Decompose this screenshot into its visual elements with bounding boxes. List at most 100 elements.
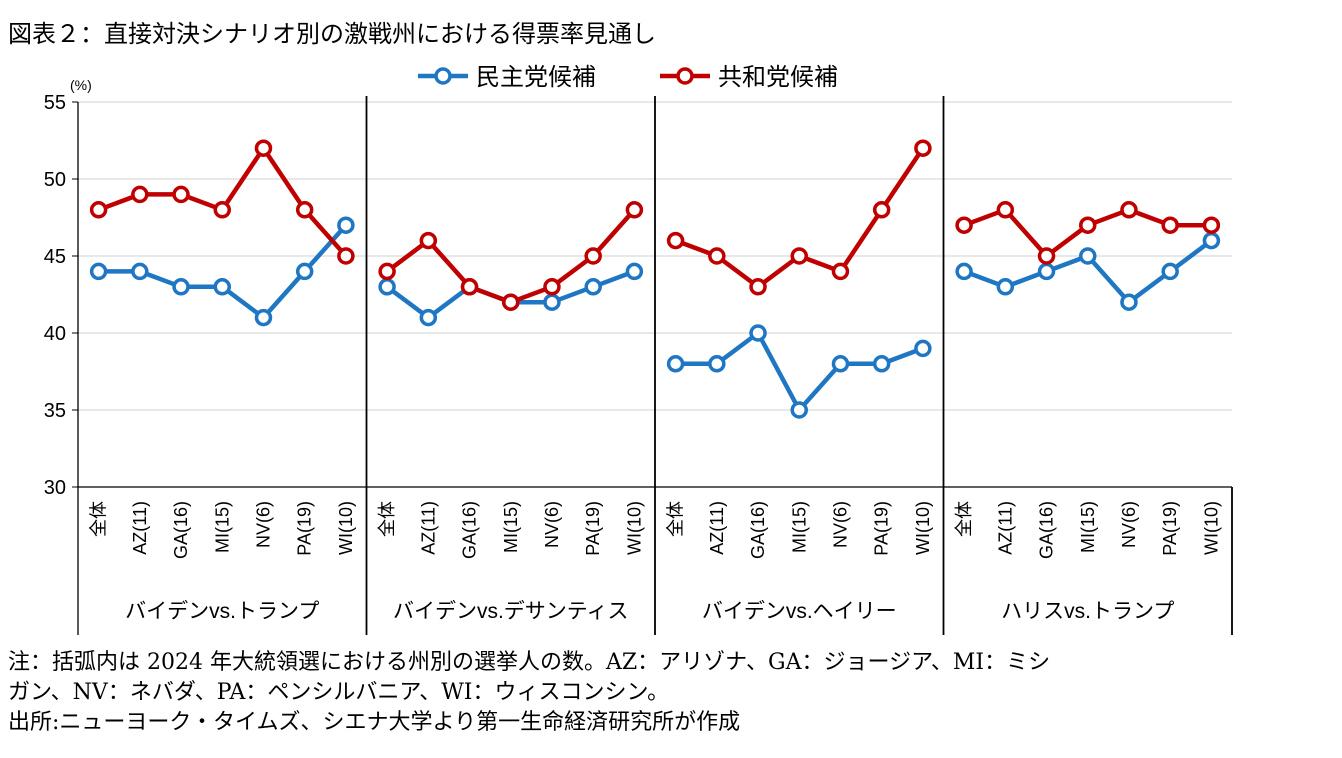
data-point bbox=[295, 201, 314, 219]
data-point bbox=[996, 278, 1015, 296]
x-tick-label: GA(16) bbox=[171, 501, 191, 559]
data-point bbox=[213, 278, 231, 296]
footnotes: 注：括弧内は 2024 年大統領選における州別の選挙人の数。AZ：アリゾナ、GA… bbox=[8, 648, 1050, 738]
x-tick-label: 全体 bbox=[666, 501, 686, 537]
x-tick-label: MI(15) bbox=[789, 501, 809, 553]
data-point bbox=[666, 355, 685, 373]
x-tick-label: PA(19) bbox=[872, 501, 892, 556]
x-tick-label: NV(6) bbox=[830, 501, 850, 548]
legend-label: 共和党候補 bbox=[718, 64, 838, 91]
x-tick-label: WI(10) bbox=[1201, 501, 1221, 555]
data-point bbox=[295, 262, 314, 281]
x-tick-label: 全体 bbox=[377, 501, 397, 537]
data-point bbox=[131, 185, 149, 204]
panel-labels: バイデンvs.トランプ バイデンvs.デサンティス バイデンvs.ヘイリー ハリスvs… bbox=[125, 600, 1174, 623]
y-tick-label: 30 bbox=[44, 477, 66, 499]
y-tick-label: 35 bbox=[44, 400, 66, 422]
data-point bbox=[378, 262, 396, 281]
x-tick-label: NV(6) bbox=[1119, 501, 1139, 548]
y-unit-label: (%) bbox=[70, 77, 92, 93]
data-point bbox=[872, 355, 891, 373]
data-point bbox=[914, 139, 932, 157]
data-point bbox=[254, 139, 273, 157]
data-point bbox=[89, 201, 108, 219]
y-tick-label: 45 bbox=[44, 246, 66, 268]
x-tick-label: GA(16) bbox=[748, 501, 768, 559]
x-tick-label: PA(19) bbox=[295, 501, 315, 556]
panel-label: バイデンvs.トランプ bbox=[125, 600, 319, 623]
x-tick-label: 全体 bbox=[89, 501, 109, 537]
y-tick-label: 40 bbox=[44, 323, 66, 345]
data-point bbox=[666, 231, 685, 250]
y-tick-label: 55 bbox=[44, 92, 66, 114]
data-point bbox=[1079, 247, 1097, 265]
x-tick-label: AZ(11) bbox=[995, 501, 1015, 555]
data-point bbox=[131, 262, 149, 281]
series-lines bbox=[89, 139, 1221, 419]
legend-label: 民主党候補 bbox=[476, 64, 596, 91]
x-tick-label: WI(10) bbox=[913, 501, 933, 555]
data-point bbox=[419, 231, 438, 250]
source-note: 出所:ニューヨーク・タイムズ、シエナ大学より第一生命経済研究所が作成 bbox=[8, 710, 741, 735]
data-point bbox=[625, 262, 644, 281]
x-tick-label: MI(15) bbox=[501, 501, 521, 553]
x-tick-label: PA(19) bbox=[583, 501, 603, 556]
data-point bbox=[419, 308, 438, 327]
data-point bbox=[172, 278, 190, 296]
panel-label: ハリスvs.トランプ bbox=[1001, 600, 1174, 623]
x-tick-label: MI(15) bbox=[212, 501, 232, 553]
data-point bbox=[337, 216, 355, 234]
x-tick-label: AZ(11) bbox=[418, 501, 438, 555]
data-point bbox=[708, 247, 726, 265]
data-point bbox=[749, 324, 767, 342]
data-point bbox=[1202, 231, 1221, 250]
data-point bbox=[872, 201, 891, 219]
data-point bbox=[1120, 201, 1138, 219]
legend-marker bbox=[434, 67, 452, 85]
data-point bbox=[378, 278, 396, 296]
data-point bbox=[790, 247, 808, 265]
data-point bbox=[831, 355, 850, 373]
x-axis-labels: 全体 AZ(11) GA(16) MI(15) NV(6) PA(19) WI(10) 全体 A… bbox=[89, 501, 1222, 559]
x-tick-label: WI(10) bbox=[336, 501, 356, 555]
x-tick-label: AZ(11) bbox=[707, 501, 727, 555]
x-tick-label: 全体 bbox=[954, 501, 974, 537]
data-point bbox=[543, 278, 561, 296]
data-point bbox=[996, 201, 1015, 219]
line-chart: 30 35 40 45 50 55 全体 AZ(11) GA(16) MI(15) NV(6) PA… bbox=[44, 64, 1233, 635]
data-point bbox=[625, 201, 644, 219]
x-tick-label: PA(19) bbox=[1160, 501, 1180, 556]
x-tick-label: WI(10) bbox=[624, 501, 644, 555]
x-tick-label: GA(16) bbox=[1037, 501, 1057, 559]
data-point bbox=[955, 216, 973, 234]
panel-dividers bbox=[365, 96, 1233, 635]
data-point bbox=[460, 278, 479, 296]
data-point bbox=[502, 293, 520, 311]
panel-label: バイデンvs.デサンティス bbox=[393, 600, 629, 623]
data-point bbox=[790, 401, 808, 419]
data-point bbox=[337, 247, 355, 265]
y-tick-label: 50 bbox=[44, 169, 66, 191]
data-point bbox=[831, 262, 850, 281]
x-tick-label: GA(16) bbox=[460, 501, 480, 559]
x-tick-label: MI(15) bbox=[1078, 501, 1098, 553]
x-tick-label: NV(6) bbox=[253, 501, 273, 548]
data-point bbox=[1161, 216, 1179, 234]
x-tick-label: AZ(11) bbox=[130, 501, 150, 555]
data-point bbox=[1202, 216, 1221, 234]
data-point bbox=[543, 293, 561, 311]
data-point bbox=[914, 339, 932, 358]
data-point bbox=[1037, 247, 1056, 265]
data-point bbox=[254, 308, 273, 327]
note-line-1: 注：括弧内は 2024 年大統領選における州別の選挙人の数。AZ：アリゾナ、GA… bbox=[8, 650, 1051, 675]
data-point bbox=[584, 278, 602, 296]
legend: 民主党候補 共和党候補 bbox=[418, 64, 838, 91]
x-tick-label: NV(6) bbox=[542, 501, 562, 548]
y-axis-ticks: 30 35 40 45 50 55 bbox=[44, 92, 78, 499]
data-point bbox=[1120, 293, 1138, 311]
note-line-2: ガン、NV：ネバダ、PA：ペンシルバニア、WI：ウィスコンシン。 bbox=[8, 680, 670, 705]
data-point bbox=[1079, 216, 1097, 234]
chart-title: 図表２：直接対決シナリオ別の激戦州における得票率見通し bbox=[8, 20, 656, 48]
data-point bbox=[708, 355, 726, 373]
data-point bbox=[1037, 262, 1056, 281]
